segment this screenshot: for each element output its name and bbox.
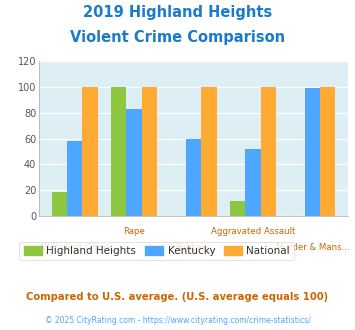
Legend: Highland Heights, Kentucky, National: Highland Heights, Kentucky, National [20, 242, 294, 260]
Text: All Violent Crime: All Violent Crime [39, 243, 110, 251]
Bar [67, 141, 82, 216]
Bar [82, 87, 98, 216]
Bar [142, 87, 157, 216]
Text: Compared to U.S. average. (U.S. average equals 100): Compared to U.S. average. (U.S. average … [26, 292, 329, 302]
Text: Robbery: Robbery [175, 243, 212, 251]
Bar [320, 87, 335, 216]
Bar [201, 87, 217, 216]
Text: Aggravated Assault: Aggravated Assault [211, 227, 295, 236]
Bar [51, 192, 67, 216]
Text: Violent Crime Comparison: Violent Crime Comparison [70, 30, 285, 45]
Text: © 2025 CityRating.com - https://www.cityrating.com/crime-statistics/: © 2025 CityRating.com - https://www.city… [45, 316, 310, 325]
Bar [305, 88, 320, 216]
Bar [230, 201, 245, 216]
Text: 2019 Highland Heights: 2019 Highland Heights [83, 5, 272, 20]
Bar [245, 149, 261, 216]
Bar [186, 139, 201, 216]
Bar [261, 87, 276, 216]
Bar [111, 87, 126, 216]
Text: Rape: Rape [123, 227, 145, 236]
Text: Murder & Mans...: Murder & Mans... [275, 243, 349, 251]
Bar [126, 109, 142, 216]
